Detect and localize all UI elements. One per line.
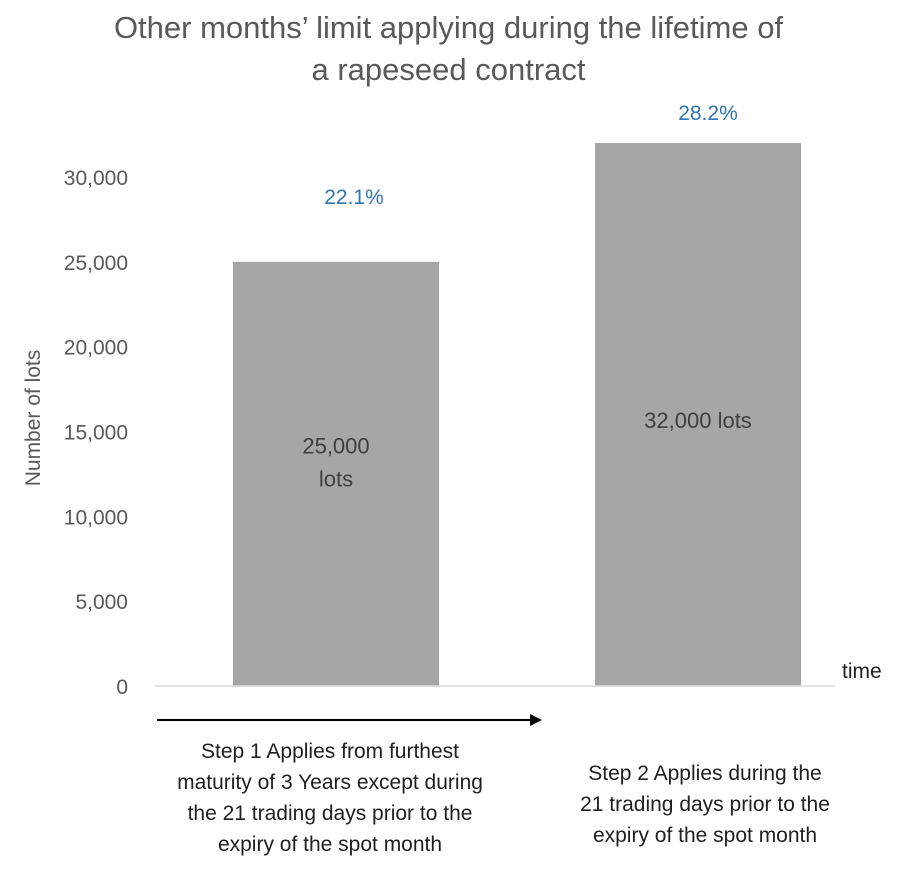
y-tick-label: 0 [116, 676, 128, 699]
y-tick-label: 15,000 [64, 421, 128, 444]
y-tick-label: 10,000 [64, 506, 128, 529]
bar [233, 261, 439, 686]
bar-data-label: 32,000 lots [644, 408, 752, 433]
y-tick-label: 5,000 [75, 591, 128, 614]
chart-title-line-2: a rapeseed contract [311, 52, 586, 87]
y-tick-label: 30,000 [64, 167, 128, 190]
x-axis-label: time [842, 660, 882, 683]
category-label-step-1: Step 1 Applies from furthest maturity of… [177, 740, 483, 856]
y-tick-label: 20,000 [64, 337, 128, 360]
chart-title-line-1: Other months’ limit applying during the … [113, 10, 784, 45]
y-tick-label: 25,000 [64, 252, 128, 275]
category-label-step-2: Step 2 Applies during the 21 trading day… [580, 762, 830, 847]
y-axis-label: Number of lots [22, 350, 45, 487]
percentage-label: 28.2% [678, 102, 738, 125]
bar [595, 143, 801, 686]
bar-data-label: 25,000 lots [302, 434, 369, 492]
percentage-label: 22.1% [324, 186, 384, 209]
